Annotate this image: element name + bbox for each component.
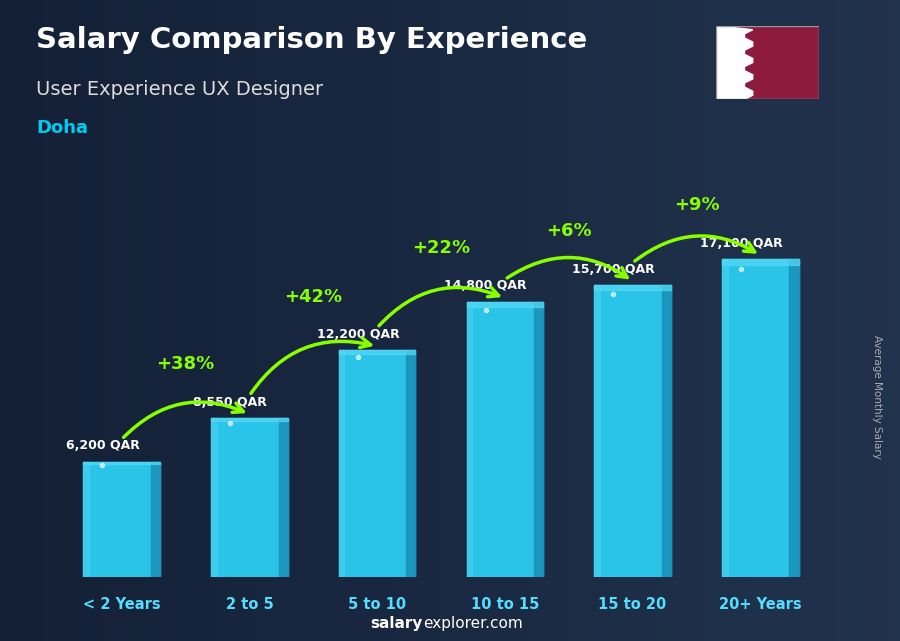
- Text: Average Monthly Salary: Average Monthly Salary: [872, 335, 883, 460]
- Bar: [722, 259, 727, 577]
- Bar: [466, 302, 544, 307]
- Bar: [338, 350, 416, 354]
- Bar: [594, 285, 599, 577]
- Bar: [722, 259, 798, 577]
- Text: +22%: +22%: [412, 239, 470, 257]
- Text: 6,200 QAR: 6,200 QAR: [66, 439, 140, 453]
- Bar: [278, 418, 288, 577]
- Text: 2 to 5: 2 to 5: [226, 597, 274, 612]
- Bar: [534, 302, 544, 577]
- Bar: [84, 462, 160, 577]
- Text: +42%: +42%: [284, 288, 342, 306]
- Text: explorer.com: explorer.com: [423, 617, 523, 631]
- Text: +9%: +9%: [674, 196, 719, 214]
- Bar: [466, 302, 472, 577]
- Text: Salary Comparison By Experience: Salary Comparison By Experience: [36, 26, 587, 54]
- Text: 15 to 20: 15 to 20: [598, 597, 667, 612]
- Text: 5 to 10: 5 to 10: [348, 597, 406, 612]
- Bar: [338, 350, 416, 577]
- Text: 17,100 QAR: 17,100 QAR: [700, 237, 783, 250]
- Bar: [466, 302, 544, 577]
- Bar: [406, 350, 416, 577]
- Text: 14,800 QAR: 14,800 QAR: [445, 279, 527, 292]
- Bar: [789, 259, 798, 577]
- Bar: [212, 418, 288, 421]
- Text: salary: salary: [371, 617, 423, 631]
- Bar: [662, 285, 670, 577]
- Text: +6%: +6%: [546, 222, 591, 240]
- Bar: [212, 418, 217, 577]
- Bar: [212, 418, 288, 577]
- Bar: [722, 259, 798, 265]
- Text: 12,200 QAR: 12,200 QAR: [317, 328, 400, 341]
- Bar: [84, 462, 160, 463]
- Text: 8,550 QAR: 8,550 QAR: [194, 395, 267, 409]
- Polygon shape: [716, 26, 752, 99]
- Text: 20+ Years: 20+ Years: [719, 597, 802, 612]
- Text: 15,700 QAR: 15,700 QAR: [572, 263, 655, 276]
- Bar: [594, 285, 670, 290]
- Text: < 2 Years: < 2 Years: [83, 597, 160, 612]
- Text: 10 to 15: 10 to 15: [471, 597, 539, 612]
- Text: +38%: +38%: [157, 355, 214, 373]
- Text: Doha: Doha: [36, 119, 88, 137]
- Text: User Experience UX Designer: User Experience UX Designer: [36, 80, 323, 99]
- Bar: [594, 285, 670, 577]
- Bar: [338, 350, 345, 577]
- Bar: [84, 462, 89, 577]
- Bar: [151, 462, 160, 577]
